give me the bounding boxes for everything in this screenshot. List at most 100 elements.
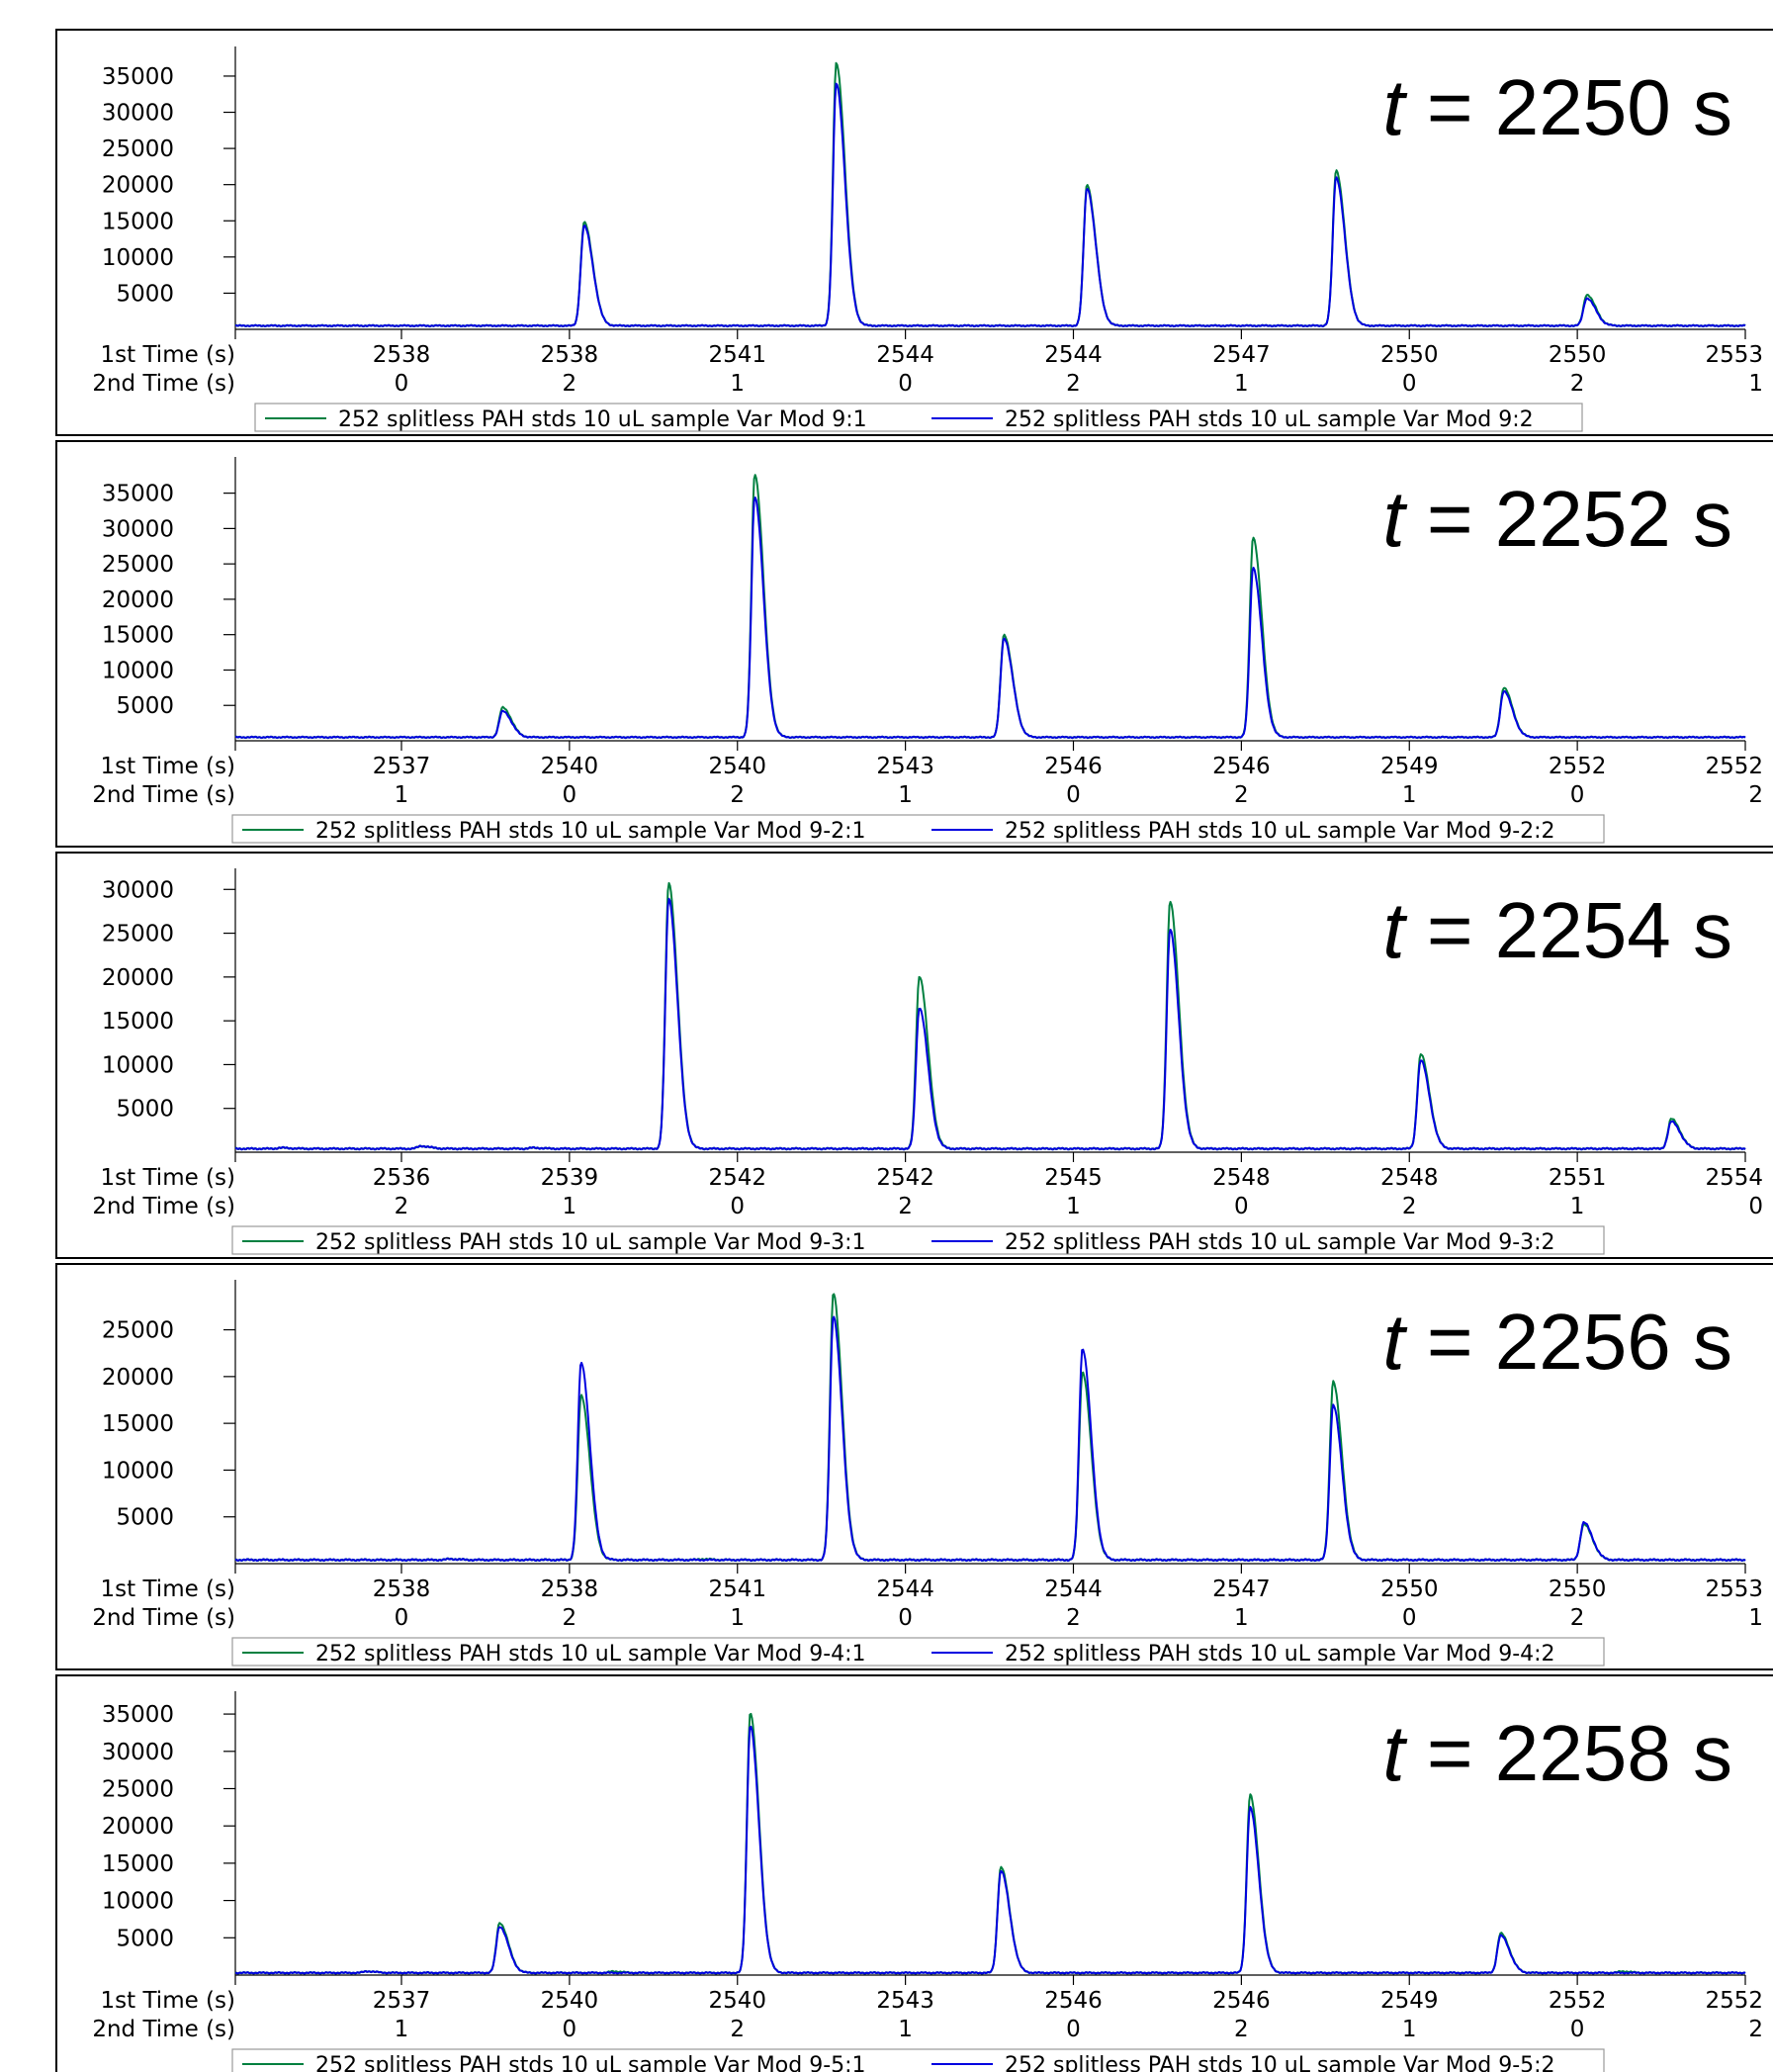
x-tick-label: 0 xyxy=(563,782,577,808)
x-tick-label: 2550 xyxy=(1549,342,1607,368)
legend-box xyxy=(231,814,1605,844)
panel-frame xyxy=(55,852,1773,1259)
x-tick-label: 2545 xyxy=(1044,1165,1103,1191)
x-tick-label: 1 xyxy=(563,1194,577,1219)
x-tick-label: 2 xyxy=(1748,2017,1763,2042)
x-tick-label: 2549 xyxy=(1380,754,1439,779)
x-tick-label: 1 xyxy=(730,371,745,397)
x-tick-label: 2552 xyxy=(1549,1988,1607,2014)
x-tick-label: 2553 xyxy=(1705,1577,1763,1602)
x-tick-label: 2541 xyxy=(708,1577,766,1602)
series-line-2 xyxy=(234,1725,1746,1975)
y-tick-label: 25000 xyxy=(102,922,174,947)
panel-title: t = 2254 s xyxy=(1382,886,1732,974)
x-tick-label: 2554 xyxy=(1705,1165,1763,1191)
x-tick-label: 2544 xyxy=(1044,1577,1103,1602)
x-tick-label: 1 xyxy=(1066,1194,1081,1219)
y-tick-label: 5000 xyxy=(116,1097,174,1123)
x-tick-label: 2547 xyxy=(1212,342,1271,368)
x-tick-label: 1 xyxy=(1234,371,1249,397)
x-tick-label: 1 xyxy=(1234,1605,1249,1631)
x-tick-label: 2 xyxy=(1066,1605,1081,1631)
x-tick-label: 1 xyxy=(1402,782,1417,808)
panel-frame xyxy=(55,29,1773,436)
x-tick-label: 1 xyxy=(1402,2017,1417,2042)
legend: 252 splitless PAH stds 10 uL sample Var … xyxy=(231,1637,1605,1667)
legend-label-2: 252 splitless PAH stds 10 uL sample Var … xyxy=(1005,1642,1555,1667)
x-tick-label: 2538 xyxy=(373,1577,431,1602)
panel-title-value: = 2256 s xyxy=(1405,1298,1732,1386)
y-tick-label: 25000 xyxy=(102,1776,174,1802)
x-axis-row-label: 1st Time (s) xyxy=(101,342,235,368)
x-tick-label: 0 xyxy=(1570,2017,1585,2042)
x-tick-label: 2 xyxy=(1570,1605,1585,1631)
x-tick-label: 2547 xyxy=(1212,1577,1271,1602)
y-tick-label: 15000 xyxy=(102,1411,174,1437)
x-tick-label: 2550 xyxy=(1380,342,1439,368)
y-tick-label: 30000 xyxy=(102,516,174,542)
x-tick-label: 2553 xyxy=(1705,342,1763,368)
x-tick-label: 2552 xyxy=(1549,754,1607,779)
x-tick-label: 2 xyxy=(730,782,745,808)
legend: 252 splitless PAH stds 10 uL sample Var … xyxy=(231,814,1605,844)
x-tick-label: 2 xyxy=(1066,371,1081,397)
x-tick-label: 2543 xyxy=(876,1988,934,2014)
x-tick-label: 2 xyxy=(730,2017,745,2042)
panel-title: t = 2256 s xyxy=(1382,1298,1732,1386)
x-tick-label: 0 xyxy=(730,1194,745,1219)
y-tick-label: 5000 xyxy=(116,281,174,307)
x-tick-label: 2542 xyxy=(876,1165,934,1191)
x-axis-row-label: 2nd Time (s) xyxy=(92,2017,235,2042)
legend-label-2: 252 splitless PAH stds 10 uL sample Var … xyxy=(1005,407,1534,432)
legend: 252 splitless PAH stds 10 uL sample Var … xyxy=(231,2048,1605,2072)
legend: 252 splitless PAH stds 10 uL sample Var … xyxy=(254,403,1583,432)
panel-title-variable: t xyxy=(1382,1709,1407,1797)
y-tick-label: 5000 xyxy=(116,1926,174,1951)
legend-label-2: 252 splitless PAH stds 10 uL sample Var … xyxy=(1005,819,1555,844)
x-axis-row-label: 1st Time (s) xyxy=(101,1988,235,2014)
y-tick-label: 20000 xyxy=(102,1814,174,1840)
x-tick-label: 2537 xyxy=(373,754,431,779)
panel-title: t = 2258 s xyxy=(1382,1709,1732,1797)
y-tick-label: 35000 xyxy=(102,482,174,507)
x-axis-row-label: 1st Time (s) xyxy=(101,1165,235,1191)
x-tick-label: 2 xyxy=(1234,2017,1249,2042)
x-tick-label: 2538 xyxy=(373,342,431,368)
x-axis-row-label: 2nd Time (s) xyxy=(92,1194,235,1219)
legend-label-1: 252 splitless PAH stds 10 uL sample Var … xyxy=(338,407,867,432)
panel-title: t = 2252 s xyxy=(1382,475,1732,563)
panel-frame xyxy=(55,1674,1773,2072)
y-tick-label: 15000 xyxy=(102,1009,174,1035)
x-tick-label: 2537 xyxy=(373,1988,431,2014)
x-tick-label: 1 xyxy=(395,782,409,808)
legend-label-1: 252 splitless PAH stds 10 uL sample Var … xyxy=(315,2053,866,2072)
panel-title-variable: t xyxy=(1382,1298,1407,1386)
x-tick-label: 0 xyxy=(1748,1194,1763,1219)
chart-panel-5: 5000 10000 15000 20000 25000 30000 35000 1st Ti… xyxy=(55,1674,1773,2072)
panel-title-variable: t xyxy=(1382,475,1407,563)
x-axis-row-label: 1st Time (s) xyxy=(101,1577,235,1602)
panel-title-variable: t xyxy=(1382,886,1407,974)
y-tick-label: 10000 xyxy=(102,1052,174,1078)
y-tick-label: 25000 xyxy=(102,136,174,162)
x-tick-label: 2549 xyxy=(1380,1988,1439,2014)
chart-panel-1: 5000 10000 15000 20000 25000 30000 35000 1st Ti… xyxy=(55,29,1773,436)
y-tick-label: 20000 xyxy=(102,965,174,991)
chart-panel-4: 5000 10000 15000 20000 25000 1st Time (s) 2538… xyxy=(55,1263,1773,1670)
series-line-2 xyxy=(234,496,1746,740)
y-tick-label: 35000 xyxy=(102,1702,174,1728)
x-tick-label: 2544 xyxy=(876,1577,934,1602)
x-tick-label: 1 xyxy=(395,2017,409,2042)
x-tick-label: 2550 xyxy=(1380,1577,1439,1602)
x-tick-label: 2 xyxy=(563,1605,577,1631)
legend-label-2: 252 splitless PAH stds 10 uL sample Var … xyxy=(1005,1230,1555,1255)
x-tick-label: 2544 xyxy=(1044,342,1103,368)
x-tick-label: 2546 xyxy=(1212,754,1271,779)
panel-title: t = 2250 s xyxy=(1382,63,1732,151)
y-tick-label: 20000 xyxy=(102,173,174,199)
series-line-2 xyxy=(235,82,1746,328)
x-tick-label: 2546 xyxy=(1044,754,1103,779)
x-tick-label: 0 xyxy=(1066,2017,1081,2042)
x-tick-label: 2548 xyxy=(1380,1165,1439,1191)
